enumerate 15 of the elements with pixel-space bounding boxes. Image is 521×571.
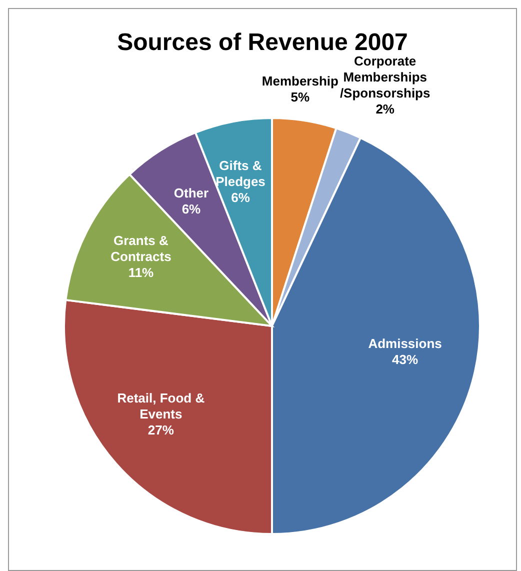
slice-label: Other xyxy=(174,186,209,201)
data-label: 6% xyxy=(231,190,250,206)
slice-label: Gifts & Pledges xyxy=(216,158,266,190)
slice-label: Admissions xyxy=(368,336,442,351)
data-label: 11% xyxy=(128,264,154,280)
data-label: 6% xyxy=(182,202,202,217)
slice-label: Corporate Memberships /Sponsorships xyxy=(340,54,430,101)
slice-label: Retail, Food & Events xyxy=(117,390,205,422)
slice-label: Membership xyxy=(262,73,339,88)
data-label: 43% xyxy=(392,352,418,367)
data-label: 5% xyxy=(290,89,310,104)
data-label: 27% xyxy=(148,422,174,438)
data-label: 2% xyxy=(376,102,395,117)
slice-label: Grants & Contracts xyxy=(110,232,172,264)
chart-title: Sources of Revenue 2007 xyxy=(116,29,409,56)
